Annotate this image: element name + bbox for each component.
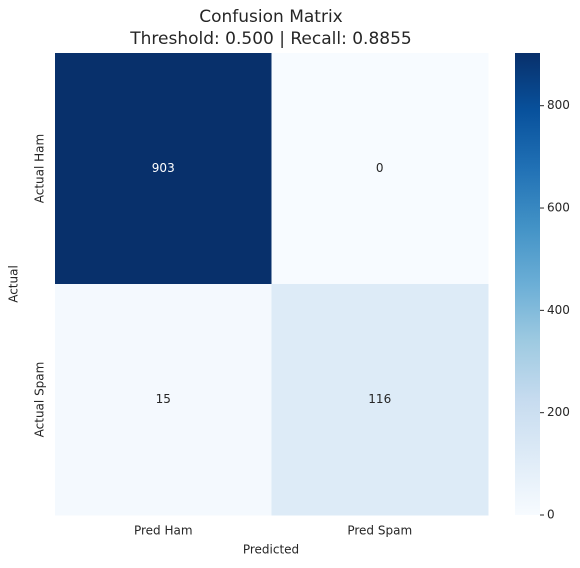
x-axis-label: Predicted: [243, 543, 299, 557]
cell-value-label: 0: [376, 161, 384, 175]
x-tick-label: Pred Ham: [134, 524, 193, 538]
cell-value-label: 15: [156, 392, 171, 406]
y-tick-label: Actual Spam: [33, 362, 47, 438]
heatmap-cell: [271, 284, 489, 516]
cell-value-label: 116: [368, 392, 391, 406]
y-tick-label: Actual Ham: [33, 134, 47, 203]
y-axis-label: Actual: [7, 265, 21, 303]
heatmap-cell: [55, 284, 272, 516]
heatmap-cell: [55, 53, 272, 285]
heatmap-cell: [271, 53, 489, 285]
chart-subtitle: Threshold: 0.500 | Recall: 0.8855: [129, 29, 411, 49]
x-tick-label: Pred Spam: [347, 524, 412, 538]
colorbar-tick-label: 400: [547, 303, 570, 317]
colorbar: [515, 53, 540, 515]
colorbar-tick-label: 800: [547, 98, 570, 112]
cell-value-label: 903: [152, 161, 175, 175]
colorbar-tick-label: 600: [547, 201, 570, 215]
colorbar-tick-label: 200: [547, 405, 570, 419]
colorbar-tick-label: 0: [547, 508, 555, 522]
chart-title: Confusion Matrix: [199, 7, 343, 27]
